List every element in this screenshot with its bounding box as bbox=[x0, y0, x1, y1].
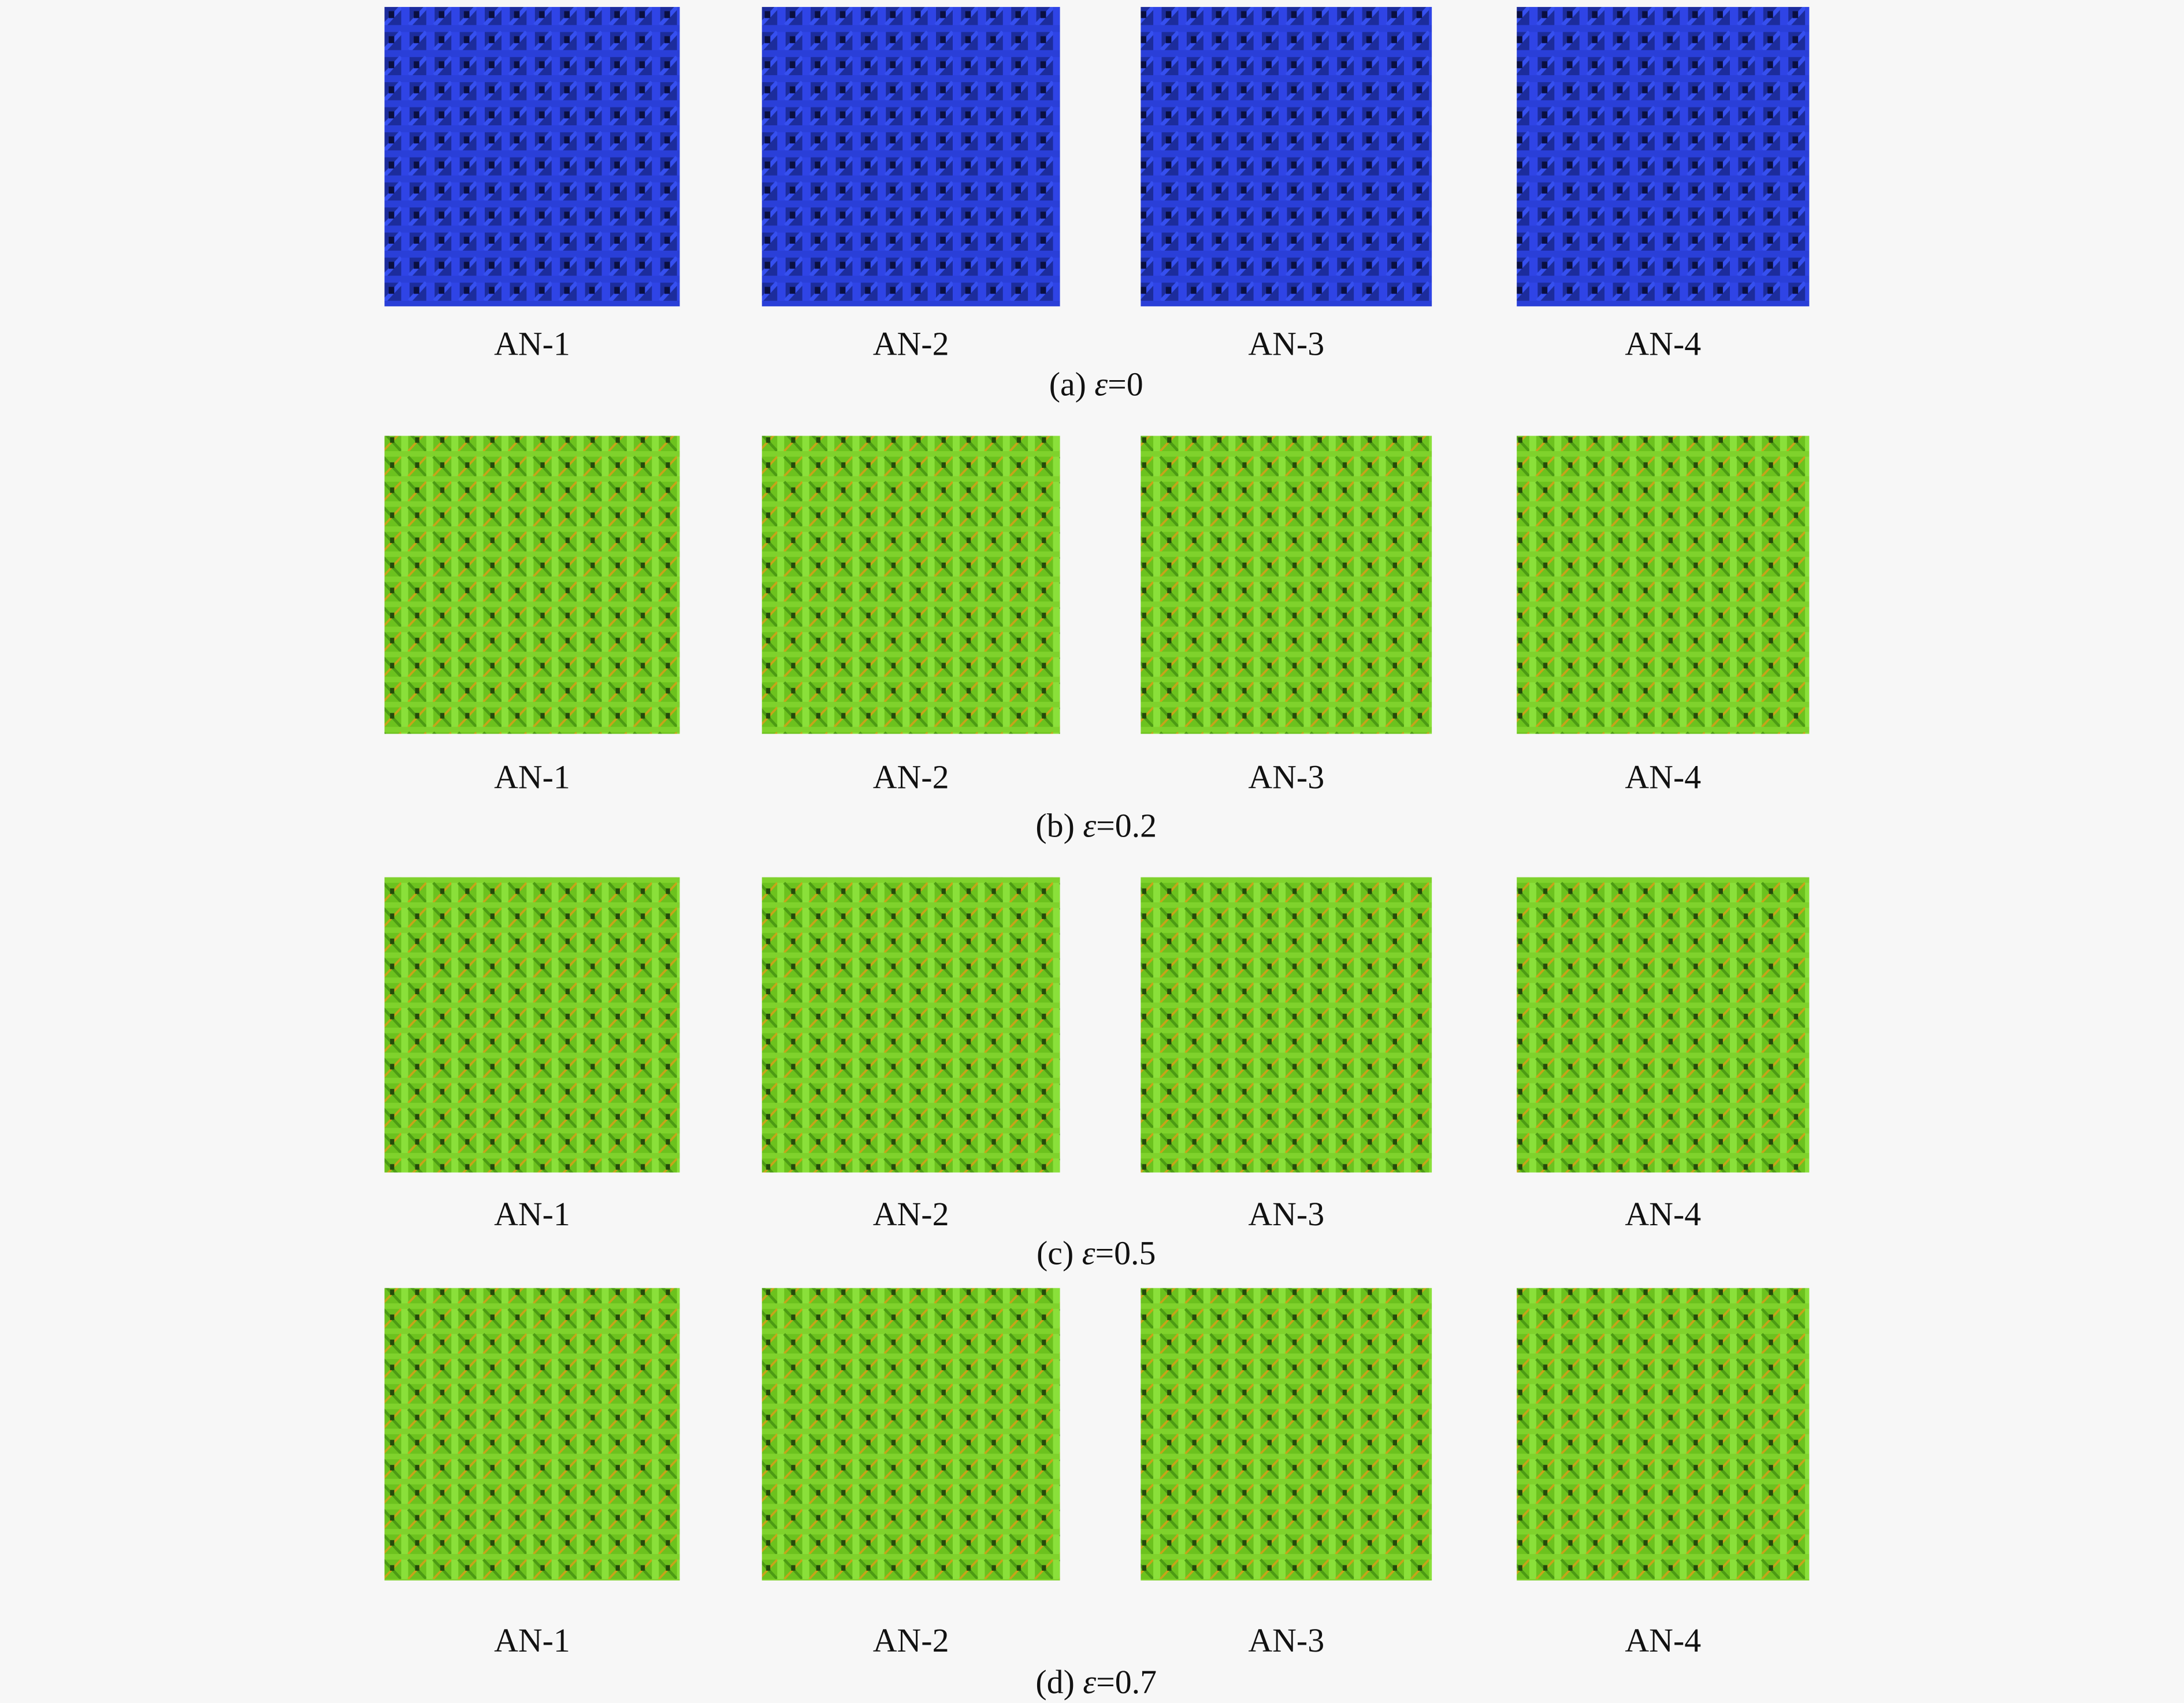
row-caption: (a) ε=0 bbox=[1049, 366, 1143, 403]
panel-label: AN-4 bbox=[1625, 758, 1701, 795]
panel-label: AN-1 bbox=[494, 325, 570, 363]
panel-label: AN-3 bbox=[1248, 325, 1324, 363]
lattice-image bbox=[1141, 877, 1432, 1173]
row-caption: (d) ε=0.7 bbox=[1035, 1663, 1157, 1701]
lattice-image bbox=[762, 877, 1060, 1173]
caption-value: =0.7 bbox=[1096, 1663, 1157, 1701]
panel-label: AN-4 bbox=[1625, 1195, 1701, 1233]
panel-label: AN-2 bbox=[873, 1622, 949, 1659]
panel-label: AN-2 bbox=[873, 758, 949, 795]
lattice-image bbox=[762, 1288, 1060, 1581]
panel-label: AN-1 bbox=[494, 758, 570, 795]
caption-value: =0 bbox=[1108, 366, 1143, 403]
panel-label: AN-1 bbox=[494, 1195, 570, 1233]
caption-label: (b) bbox=[1035, 807, 1074, 845]
row-caption: (c) ε=0.5 bbox=[1037, 1235, 1156, 1272]
caption-label: (c) bbox=[1037, 1235, 1074, 1272]
lattice-image bbox=[384, 877, 680, 1173]
panel-label: AN-1 bbox=[494, 1622, 570, 1659]
lattice-image bbox=[384, 436, 680, 734]
caption-label: (a) bbox=[1049, 366, 1086, 403]
caption-symbol: ε bbox=[1083, 1663, 1096, 1701]
panel-label: AN-4 bbox=[1625, 1622, 1701, 1659]
lattice-image bbox=[1141, 436, 1432, 734]
lattice-image bbox=[1517, 436, 1810, 734]
caption-value: =0.2 bbox=[1096, 807, 1157, 845]
lattice-image bbox=[1517, 7, 1810, 307]
lattice-image bbox=[1517, 877, 1810, 1173]
panel-label: AN-2 bbox=[873, 1195, 949, 1233]
caption-symbol: ε bbox=[1094, 366, 1108, 403]
row-caption: (b) ε=0.2 bbox=[1035, 807, 1157, 845]
caption-label: (d) bbox=[1035, 1663, 1074, 1701]
panel-label: AN-4 bbox=[1625, 325, 1701, 363]
panel-label: AN-3 bbox=[1248, 1195, 1324, 1233]
caption-symbol: ε bbox=[1082, 1235, 1095, 1272]
lattice-image bbox=[1517, 1288, 1810, 1581]
lattice-image bbox=[384, 1288, 680, 1581]
panel-label: AN-2 bbox=[873, 325, 949, 363]
lattice-image bbox=[384, 7, 680, 307]
panel-label: AN-3 bbox=[1248, 758, 1324, 795]
caption-value: =0.5 bbox=[1095, 1235, 1156, 1272]
lattice-image bbox=[762, 436, 1060, 734]
panel-label: AN-3 bbox=[1248, 1622, 1324, 1659]
lattice-image bbox=[1141, 1288, 1432, 1581]
caption-symbol: ε bbox=[1083, 807, 1096, 845]
lattice-image bbox=[762, 7, 1060, 307]
lattice-image bbox=[1141, 7, 1432, 307]
